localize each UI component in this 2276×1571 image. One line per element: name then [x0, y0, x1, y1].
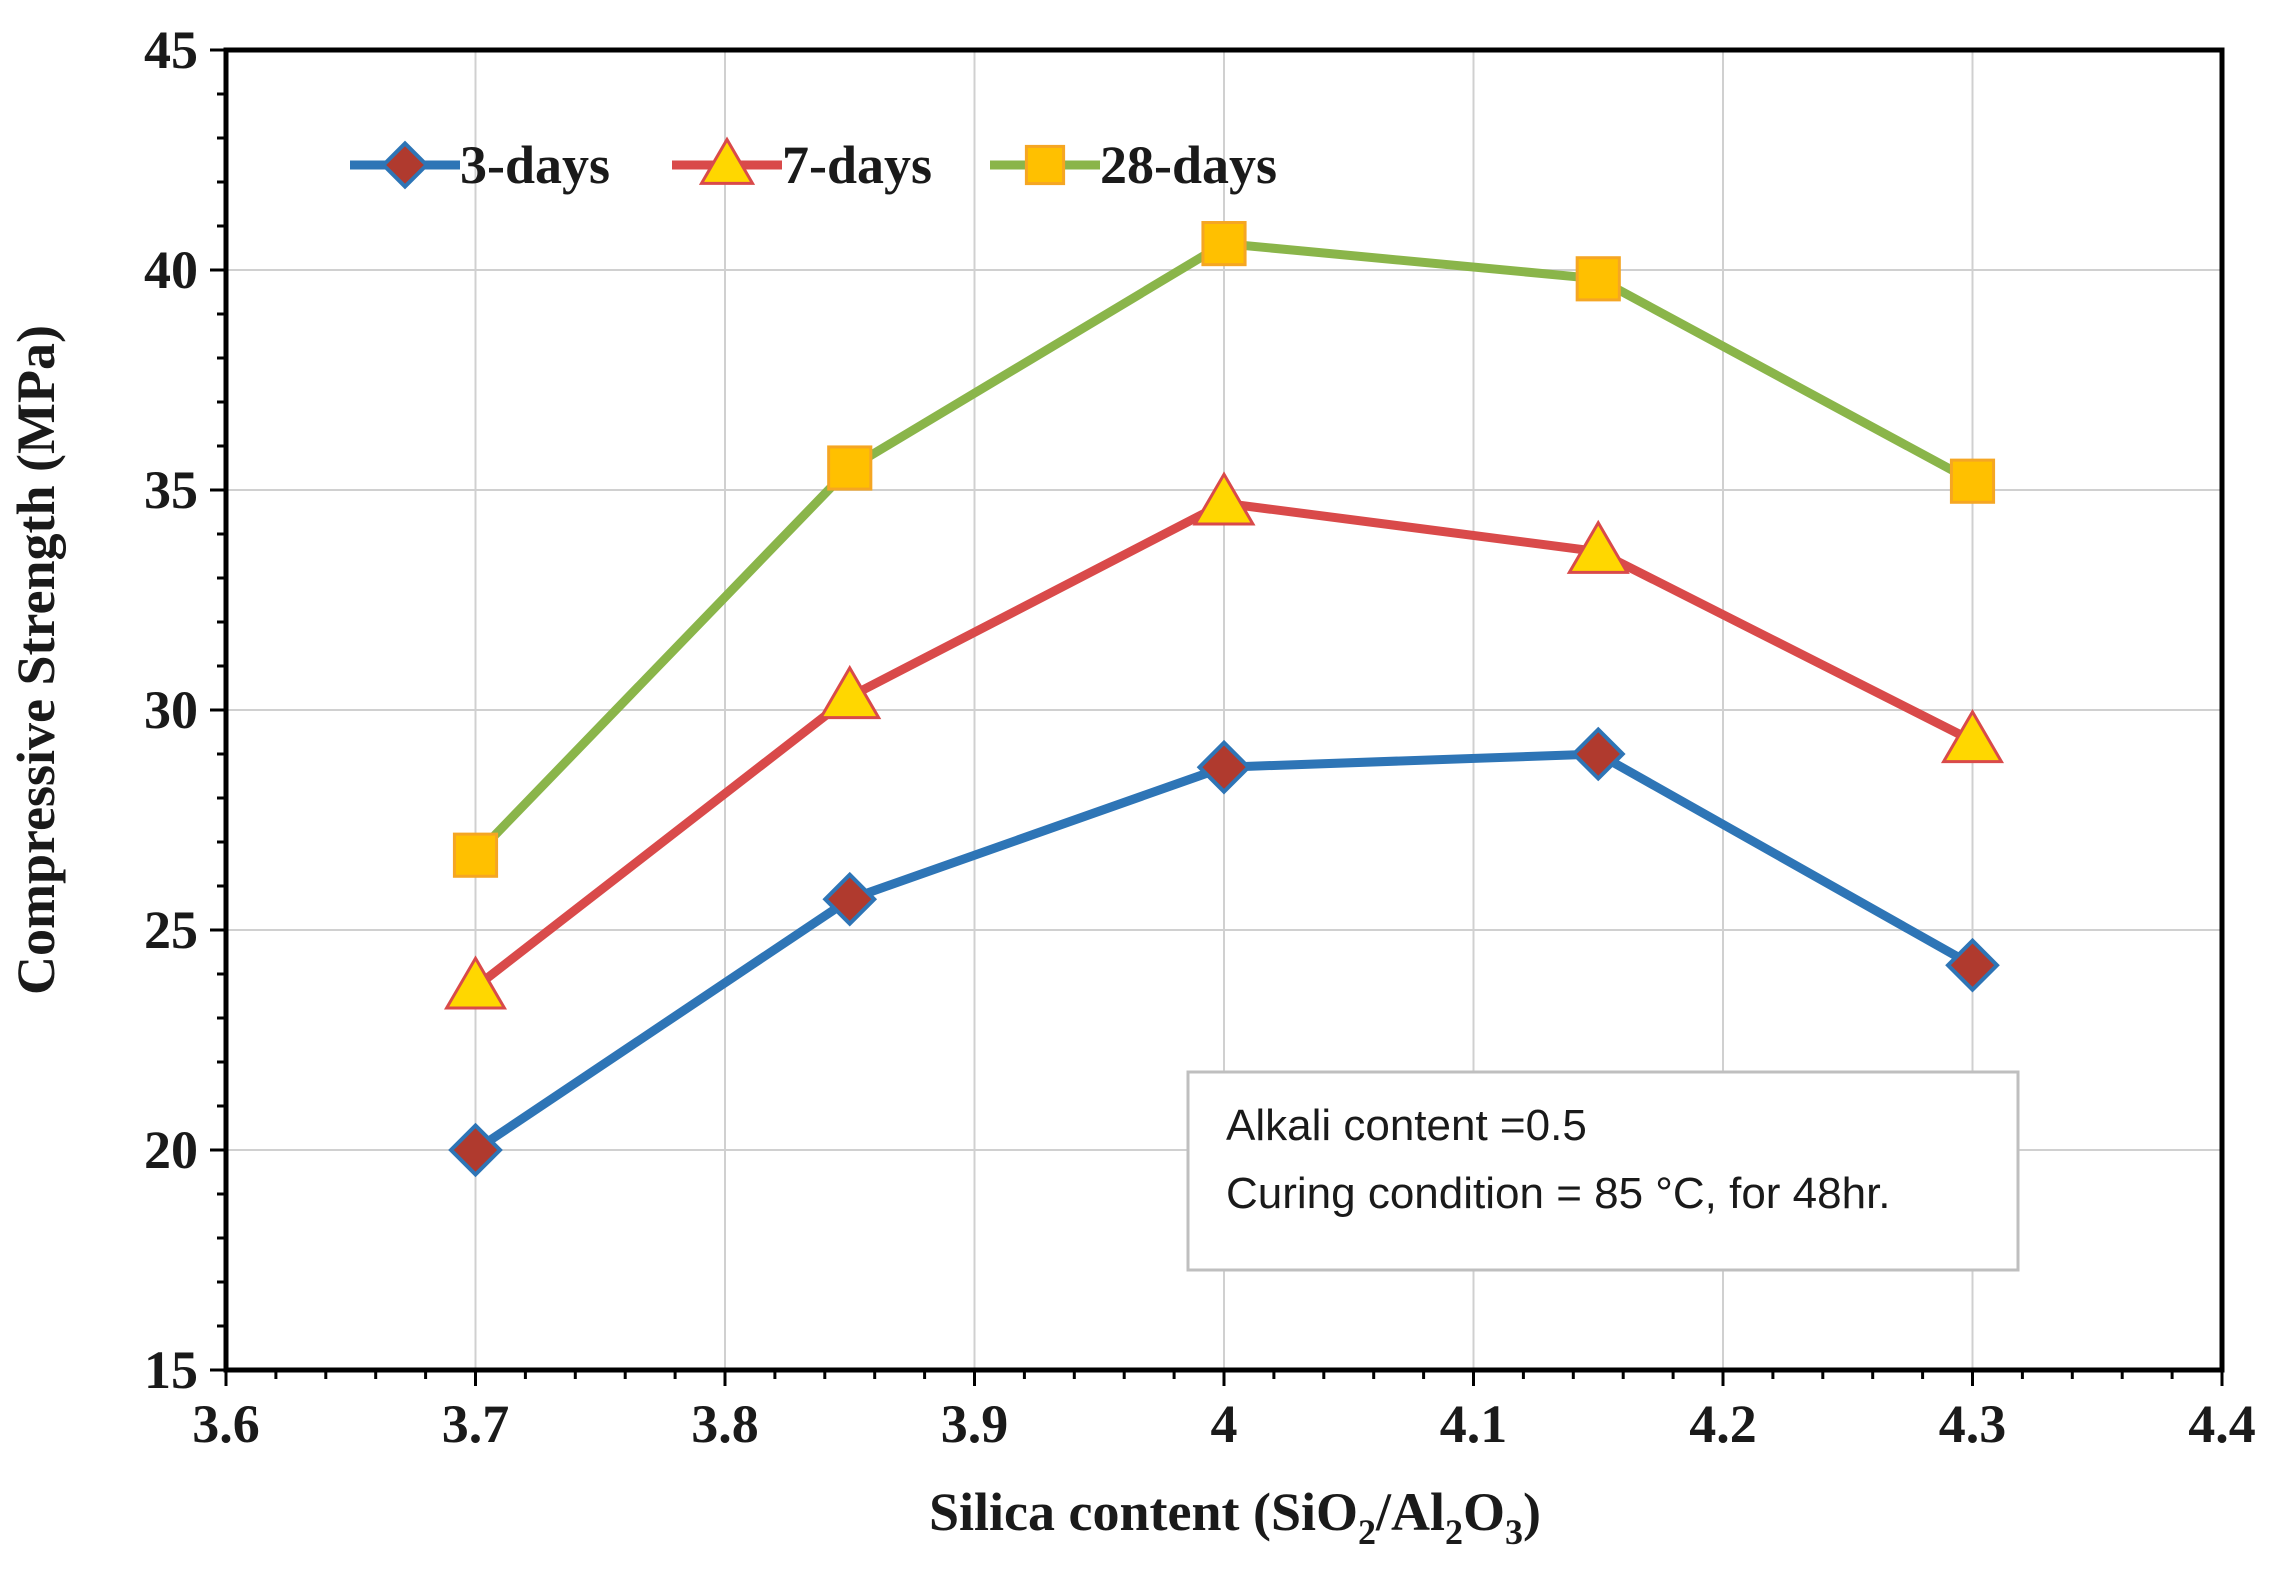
annotation-line-2: Curing condition = 85 °C, for 48hr.	[1226, 1169, 1891, 1218]
x-tick-label: 4.4	[2188, 1394, 2256, 1454]
x-tick-label: 4	[1211, 1394, 1238, 1454]
minor-ticks	[210, 48, 2224, 1386]
x-tick-label: 4.1	[1440, 1394, 1508, 1454]
y-axis-title: Compressive Strength (MPa)	[6, 325, 66, 995]
plot-frame	[223, 47, 2225, 1373]
data-point	[1192, 471, 1256, 526]
data-point	[818, 664, 882, 720]
data-point	[448, 1122, 503, 1178]
x-tick-label: 4.3	[1939, 1394, 2007, 1454]
data-point	[1196, 739, 1252, 795]
legend-swatch-marker	[698, 136, 756, 185]
y-tick-label: 25	[144, 900, 198, 960]
legend-label: 7-days	[782, 135, 932, 195]
series-28-days	[452, 221, 1996, 878]
data-point	[1570, 726, 1626, 782]
legend-item-3-days: 3-days	[350, 135, 610, 195]
data-point	[827, 445, 873, 491]
series-layer	[443, 221, 2005, 1178]
data-point	[1949, 458, 1996, 504]
data-point	[1566, 519, 1630, 574]
x-tick-label: 3.7	[442, 1394, 510, 1454]
legend-item-7-days: 7-days	[672, 135, 932, 195]
legend: 3-days 7-days 28-days	[350, 135, 1277, 195]
data-point	[1945, 937, 2000, 993]
data-point	[1940, 708, 2005, 764]
x-tick-label: 3.6	[192, 1394, 260, 1454]
legend-swatch-marker	[380, 140, 430, 190]
y-tick-label: 45	[144, 20, 198, 80]
y-tick-labels: 15 20 25 30 35 40 45	[144, 20, 198, 1400]
y-tick-label: 30	[144, 680, 198, 740]
data-point	[452, 832, 499, 878]
legend-item-28-days: 28-days	[990, 135, 1277, 195]
x-tick-label: 4.2	[1689, 1394, 1757, 1454]
annotation-box: Alkali content =0.5 Curing condition = 8…	[1186, 1070, 2020, 1272]
data-point	[822, 871, 878, 927]
x-tick-label: 3.8	[691, 1394, 759, 1454]
legend-label: 3-days	[460, 135, 610, 195]
legend-swatch-marker	[1024, 144, 1066, 186]
x-axis-title: Silica content (SiO2/Al2O3)	[929, 1482, 1541, 1552]
y-tick-label: 15	[144, 1340, 198, 1400]
x-tick-labels: 3.6 3.7 3.8 3.9 4 4.1 4.2 4.3 4.4	[192, 1394, 2256, 1454]
y-tick-label: 35	[144, 460, 198, 520]
y-tick-label: 40	[144, 240, 198, 300]
legend-label: 28-days	[1100, 135, 1277, 195]
data-point	[443, 955, 508, 1010]
y-tick-label: 20	[144, 1120, 198, 1180]
series-3-days	[448, 726, 2000, 1178]
x-tick-label: 3.9	[941, 1394, 1009, 1454]
data-point	[1575, 256, 1621, 302]
annotation-line-1: Alkali content =0.5	[1226, 1101, 1587, 1150]
data-point	[1201, 221, 1247, 267]
series-7-days	[443, 471, 2005, 1010]
